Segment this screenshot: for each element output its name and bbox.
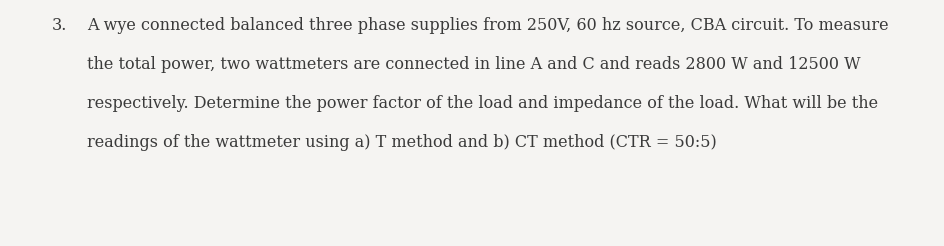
Text: respectively. Determine the power factor of the load and impedance of the load. : respectively. Determine the power factor… xyxy=(87,95,877,112)
Text: readings of the wattmeter using a) T method and b) CT method (CTR = 50:5): readings of the wattmeter using a) T met… xyxy=(87,134,716,151)
Text: the total power, two wattmeters are connected in line A and C and reads 2800 W a: the total power, two wattmeters are conn… xyxy=(87,56,860,73)
Text: 3.: 3. xyxy=(52,17,67,34)
Text: A wye connected balanced three phase supplies from 250V, 60 hz source, CBA circu: A wye connected balanced three phase sup… xyxy=(87,17,887,34)
